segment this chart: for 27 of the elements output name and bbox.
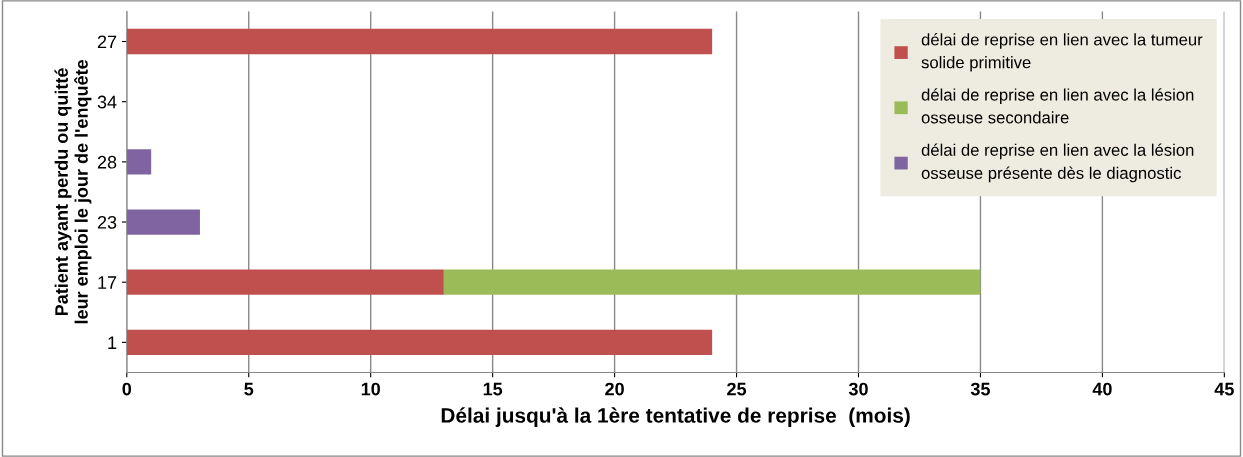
y-tick-label: 27 bbox=[97, 35, 117, 49]
y-tick-label: 1 bbox=[108, 336, 117, 349]
bar bbox=[126, 149, 152, 175]
bar bbox=[126, 269, 444, 295]
x-tick-label: 45 bbox=[1214, 382, 1234, 396]
y-tick-label: 17 bbox=[98, 276, 117, 289]
y-tick-label: 23 bbox=[97, 215, 117, 229]
bar bbox=[126, 28, 713, 55]
x-tick-label: 5 bbox=[244, 382, 254, 396]
bar bbox=[443, 269, 981, 295]
x-tick-label: 15 bbox=[483, 382, 503, 396]
legend-label: délai de reprise en lien avec la lésion osseuse présente dès le diagnostic bbox=[921, 143, 1194, 183]
y-tick-label: 28 bbox=[97, 155, 117, 169]
y-tick-label: 34 bbox=[97, 95, 117, 109]
x-tick-label: 10 bbox=[361, 382, 380, 396]
x-tick-label: 20 bbox=[605, 382, 624, 396]
x-tick-label: 40 bbox=[1092, 382, 1112, 396]
x-tick-label: 30 bbox=[848, 382, 868, 396]
bar bbox=[126, 329, 713, 356]
x-tick-label: 0 bbox=[122, 382, 132, 396]
x-tick-label: 25 bbox=[727, 382, 747, 396]
y-axis-title: Patient ayant perdu ou quitté leur emploi le jour de l'enquête bbox=[54, 59, 92, 324]
x-tick-label: 35 bbox=[970, 382, 990, 396]
bar bbox=[126, 209, 200, 235]
x-axis-title: Délai jusqu'à la 1ère tentative de reprise (mois) bbox=[441, 407, 910, 427]
legend-label: délai de reprise en lien avec la tumeur solide primitive bbox=[921, 33, 1203, 72]
legend-label: délai de reprise en lien avec la lésion osseuse secondaire bbox=[921, 88, 1194, 124]
